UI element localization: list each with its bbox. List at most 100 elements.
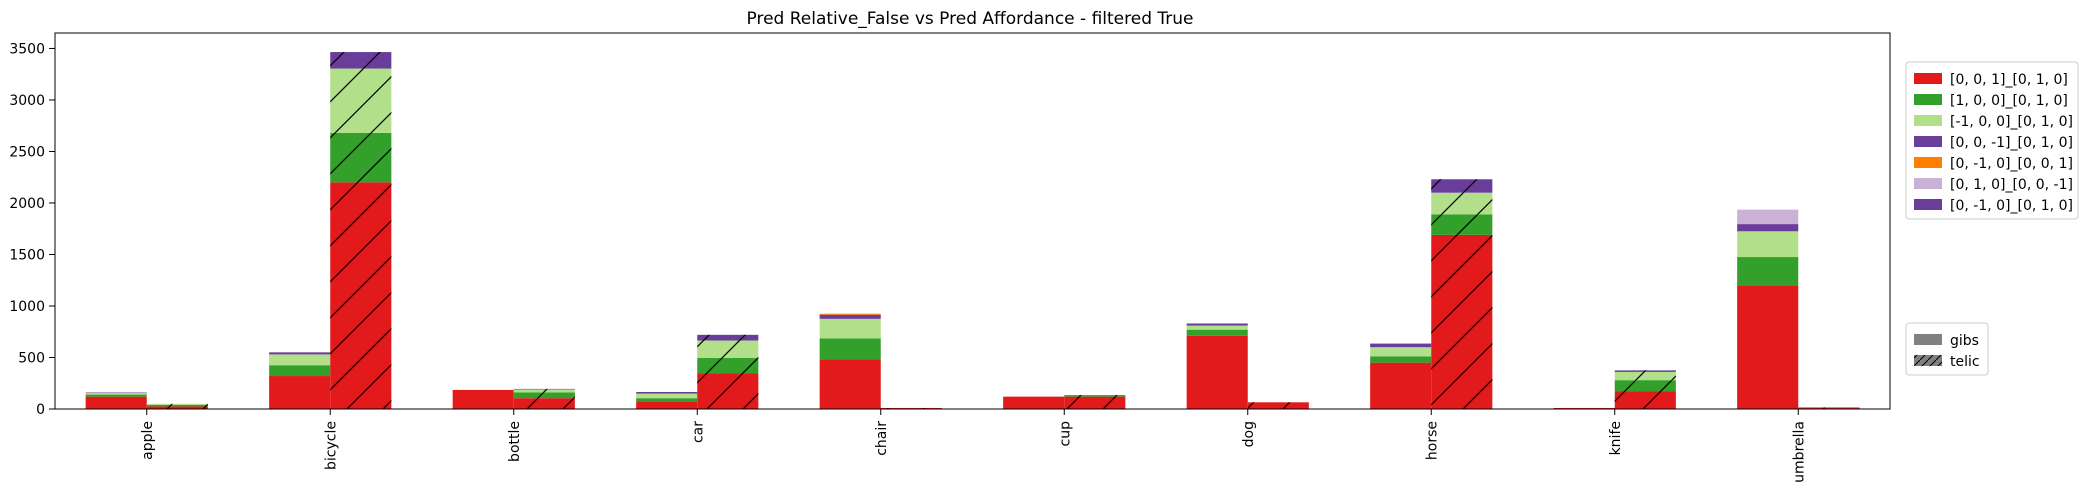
- bar-hatch-bottle-telic-series-3: [513, 388, 575, 390]
- legend-swatch-4: [1914, 157, 1942, 168]
- bar-hatch-bottle-telic-series-1: [513, 392, 575, 399]
- bar-hatch-bicycle-telic-series-3: [330, 52, 392, 69]
- bar-dog-gibs-series-2: [1186, 325, 1248, 330]
- bar-hatch-bicycle-telic-series-2: [330, 68, 392, 133]
- bar-umbrella-gibs-series-3: [1737, 224, 1799, 232]
- bar-horse-gibs-series-0: [1370, 362, 1432, 409]
- bar-car-gibs-series-1: [636, 398, 698, 402]
- legend-label-1: [1, 0, 0]_[0, 1, 0]: [1950, 93, 2068, 109]
- y-tick-label: 1500: [9, 247, 45, 263]
- bar-bicycle-gibs-series-2: [269, 354, 331, 366]
- y-tick-label: 1000: [9, 299, 45, 315]
- x-tick-label-chair: chair: [874, 421, 890, 456]
- y-axis: 0 500 1000 1500 2000 2500 3000 3500: [9, 41, 55, 418]
- y-tick-label: 500: [18, 350, 45, 366]
- bar-car-gibs-series-2: [636, 393, 698, 399]
- bar-chair-gibs-series-3: [819, 314, 881, 319]
- legend-label-0: [0, 0, 1]_[0, 1, 0]: [1950, 72, 2068, 88]
- bar-dog-gibs-series-0: [1186, 335, 1248, 409]
- legend-swatch-6: [1914, 199, 1942, 210]
- bar-hatch-dog-telic-series-0: [1247, 402, 1309, 409]
- x-tick-label-apple: apple: [140, 421, 156, 460]
- bar-knife-gibs-series-0: [1553, 407, 1615, 409]
- bar-umbrella-gibs-series-1: [1737, 257, 1799, 286]
- bar-hatch-car-telic-series-1: [697, 358, 759, 374]
- legend-label-2: [-1, 0, 0]_[0, 1, 0]: [1950, 114, 2073, 130]
- bar-car-gibs-series-3: [636, 392, 698, 394]
- y-tick-label: 3000: [9, 93, 45, 109]
- y-tick-label: 0: [36, 402, 45, 418]
- x-tick-label-horse: horse: [1424, 421, 1440, 460]
- bar-hatch-apple-telic-series-0: [146, 406, 208, 409]
- bar-apple-gibs-series-2: [85, 393, 147, 395]
- bar-hatch-car-telic-series-0: [697, 373, 759, 409]
- legend-swatch-3: [1914, 136, 1942, 147]
- bar-umbrella-gibs-series-2: [1737, 231, 1799, 258]
- bar-hatch-knife-telic-series-0: [1614, 391, 1676, 409]
- legend-swatch-2: [1914, 115, 1942, 126]
- bar-bottle-gibs-series-0: [452, 389, 514, 409]
- bar-hatch-cup-telic-series-1: [1064, 395, 1126, 397]
- series-legend-box: [1905, 61, 2079, 220]
- bar-hatch-chair-telic-series-0: [880, 407, 942, 409]
- bar-hatch-cup-telic-series-0: [1064, 396, 1126, 409]
- bar-chair-gibs-series-4: [819, 313, 881, 315]
- group-swatch-hatch-telic: [1914, 355, 1942, 366]
- legend-swatch-0: [1914, 73, 1942, 84]
- bar-hatch-car-telic-series-3: [697, 334, 759, 341]
- bar-hatch-umbrella-telic-series-0: [1798, 407, 1860, 409]
- bar-hatch-apple-telic-series-2: [146, 403, 208, 405]
- legend-label-3: [0, 0, -1]_[0, 1, 0]: [1950, 135, 2073, 151]
- bar-hatch-knife-telic-series-1: [1614, 380, 1676, 392]
- legend-label-5: [0, 1, 0]_[0, 0, -1]: [1950, 177, 2073, 193]
- y-tick-label: 3500: [9, 41, 45, 57]
- group-swatch-gibs: [1914, 334, 1942, 345]
- series-legend: [0, 0, 1]_[0, 1, 0] [1, 0, 0]_[0, 1, 0] [-…: [1905, 61, 2079, 220]
- legend-label-6: [0, -1, 0]_[0, 1, 0]: [1950, 198, 2073, 214]
- bar-bicycle-gibs-series-1: [269, 365, 331, 377]
- bar-hatch-horse-telic-series-1: [1431, 214, 1493, 235]
- bar-umbrella-gibs-series-5: [1737, 209, 1799, 225]
- y-tick-label: 2500: [9, 144, 45, 160]
- x-tick-label-cup: cup: [1057, 421, 1073, 447]
- bar-bicycle-gibs-series-3: [269, 352, 331, 355]
- x-tick-label-knife: knife: [1608, 421, 1624, 455]
- x-axis: apple bicycle bottle car chair cup dog horse kni…: [140, 409, 1807, 483]
- bar-apple-gibs-series-1: [85, 394, 147, 397]
- group-legend: gibs telic: [1905, 322, 1989, 376]
- x-tick-label-umbrella: umbrella: [1791, 421, 1807, 483]
- bar-hatch-horse-telic-series-2: [1431, 192, 1493, 215]
- bar-hatch-horse-telic-series-3: [1431, 179, 1493, 193]
- bar-hatch-knife-telic-series-2: [1614, 371, 1676, 381]
- legend-swatch-5: [1914, 178, 1942, 189]
- bar-apple-gibs-series-3: [85, 392, 147, 394]
- bar-cup-gibs-series-0: [1003, 396, 1065, 409]
- chart-title: Pred Relative_False vs Pred Affordance -…: [747, 9, 1194, 29]
- bar-chair-gibs-series-0: [819, 359, 881, 409]
- plot-area: [54, 32, 1891, 410]
- bar-dog-gibs-series-3: [1186, 323, 1248, 326]
- bar-apple-gibs-series-0: [85, 396, 147, 409]
- bar-car-gibs-series-0: [636, 401, 698, 409]
- bar-horse-gibs-series-1: [1370, 356, 1432, 363]
- x-tick-label-dog: dog: [1241, 421, 1257, 447]
- bar-hatch-horse-telic-series-0: [1431, 234, 1493, 409]
- bar-hatch-bicycle-telic-series-1: [330, 132, 392, 183]
- plot-frame: [54, 32, 1891, 410]
- bar-hatch-car-telic-series-2: [697, 340, 759, 359]
- bar-hatch-bottle-telic-series-2: [513, 389, 575, 393]
- bar-hatch-bottle-telic-series-0: [513, 398, 575, 409]
- x-tick-label-bottle: bottle: [507, 421, 523, 462]
- x-tick-label-car: car: [690, 421, 706, 443]
- bar-hatch-bicycle-telic-series-0: [330, 182, 392, 409]
- bar-horse-gibs-series-2: [1370, 347, 1432, 357]
- bar-hatch-knife-telic-series-3: [1614, 370, 1676, 372]
- legend-label-4: [0, -1, 0]_[0, 0, 1]: [1950, 156, 2073, 172]
- bar-horse-gibs-series-3: [1370, 343, 1432, 348]
- bar-chair-gibs-series-2: [819, 318, 881, 339]
- bar-hatch-apple-telic-series-1: [146, 404, 208, 407]
- bar-chair-gibs-series-1: [819, 338, 881, 360]
- y-tick-label: 2000: [9, 196, 45, 212]
- bar-dog-gibs-series-1: [1186, 329, 1248, 336]
